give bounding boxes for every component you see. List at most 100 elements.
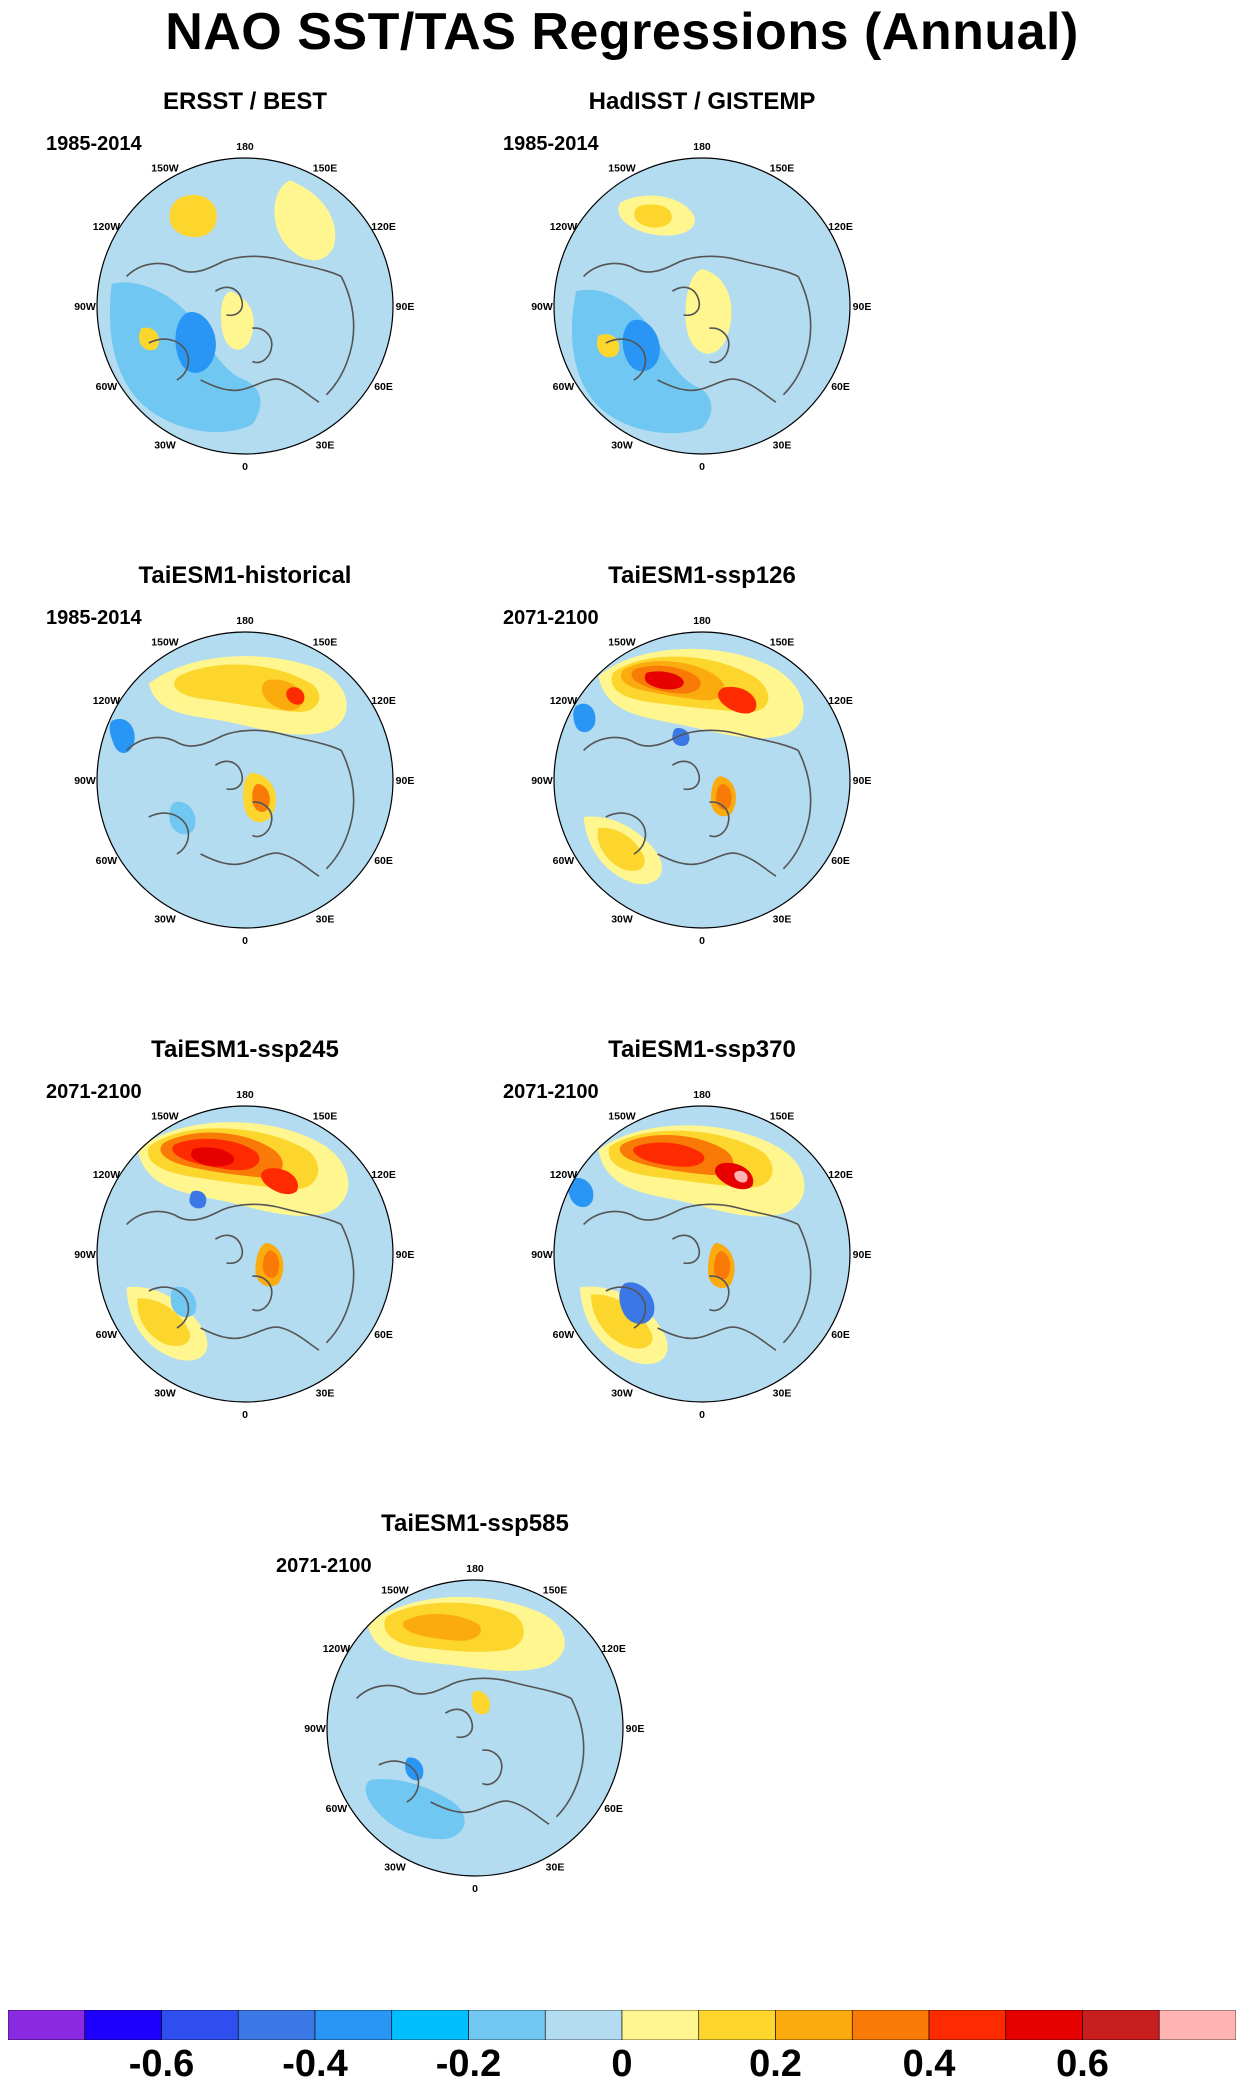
coastline	[325, 1224, 355, 1344]
longitude-label: 150W	[608, 1110, 636, 1122]
anomaly-region	[591, 1294, 653, 1349]
anomaly-region	[169, 194, 217, 238]
longitude-label: 90E	[853, 301, 872, 313]
anomaly-region	[262, 1250, 280, 1278]
coastline	[200, 1326, 320, 1351]
anomaly-region	[734, 1170, 748, 1183]
longitude-label: 60E	[374, 381, 393, 393]
longitude-label: 90W	[74, 301, 96, 313]
longitude-label: 120E	[601, 1643, 626, 1655]
longitude-label: 90W	[531, 301, 553, 313]
longitude-label: 0	[699, 935, 705, 947]
coastline	[657, 378, 777, 403]
longitude-label: 90E	[396, 301, 415, 313]
longitude-label: 60E	[604, 1803, 623, 1815]
longitude-label: 90W	[74, 775, 96, 787]
coastline	[709, 327, 730, 364]
longitude-label: 30E	[316, 440, 335, 452]
longitude-label: 30W	[154, 440, 176, 452]
longitude-label: 60E	[374, 1329, 393, 1341]
anomaly-region	[597, 827, 645, 871]
anomaly-region	[633, 1142, 705, 1167]
anomaly-region	[567, 1177, 594, 1208]
coastline	[214, 760, 243, 791]
longitude-label: 150W	[151, 1110, 179, 1122]
anomaly-region	[120, 729, 364, 912]
longitude-label: 150W	[151, 162, 179, 174]
coastline	[214, 286, 243, 317]
longitude-label: 180	[693, 615, 711, 627]
polar-map: 180 150E 120E 90E 60E 30E 0 30W 60W 90W 120W 150W	[74, 141, 415, 473]
longitude-label: 30W	[611, 440, 633, 452]
map-panel: ERSST / BEST 1985-2014 180 150E 120E 90E 60E 30…	[46, 88, 550, 558]
panel-period: 1985-2014	[46, 607, 142, 629]
panel-title: TaiESM1-ssp370	[608, 1036, 796, 1063]
colorbar-swatch	[928, 2009, 1007, 2041]
anomaly-region	[622, 319, 660, 372]
panel-title: TaiESM1-ssp245	[151, 1036, 339, 1063]
coastline	[148, 812, 190, 855]
coastline	[782, 276, 812, 396]
coastline	[126, 729, 342, 752]
colorbar-swatches	[7, 2009, 1237, 2041]
panel-period: 2071-2100	[503, 607, 599, 629]
colorbar-swatch	[851, 2009, 930, 2041]
coastline	[671, 286, 700, 317]
longitude-label: 120W	[93, 221, 121, 233]
longitude-label: 180	[236, 1089, 254, 1101]
coastline	[555, 1698, 585, 1818]
longitude-label: 30E	[316, 1388, 335, 1400]
panel-title: TaiESM1-ssp585	[381, 1510, 569, 1537]
longitude-label: 0	[699, 1409, 705, 1421]
coastline	[671, 1234, 700, 1265]
map-panel: TaiESM1-ssp126 2071-2100 180 150E 120E 90E 60E…	[503, 562, 1007, 1032]
longitude-label: 0	[472, 1883, 478, 1895]
anomaly-region	[170, 1286, 197, 1318]
panel-title: HadISST / GISTEMP	[588, 88, 816, 115]
longitude-label: 90W	[531, 1249, 553, 1261]
anomaly-region	[365, 1779, 465, 1840]
coastline	[583, 1203, 799, 1226]
anomaly-region	[405, 1757, 424, 1781]
colorbar-swatch	[698, 2009, 776, 2041]
longitude-label: 180	[693, 1089, 711, 1101]
longitude-label: 180	[466, 1563, 484, 1575]
longitude-label: 150E	[313, 162, 338, 174]
longitude-label: 30W	[154, 914, 176, 926]
longitude-label: 150W	[381, 1584, 409, 1596]
panel-period: 1985-2014	[46, 133, 142, 155]
coastline	[671, 760, 700, 791]
longitude-label: 120W	[323, 1643, 351, 1655]
map-border	[96, 631, 394, 929]
anomaly-region	[573, 703, 596, 733]
longitude-label: 90E	[396, 1249, 415, 1261]
colorbar-swatch	[1005, 2009, 1083, 2041]
colorbar-swatch	[84, 2009, 162, 2041]
longitude-label: 30E	[546, 1862, 565, 1874]
longitude-label: 150W	[151, 636, 179, 648]
longitude-label: 30E	[773, 914, 792, 926]
longitude-label: 60W	[96, 855, 118, 867]
coastline	[657, 852, 777, 877]
colorbar-swatch	[775, 2009, 853, 2041]
longitude-label: 150E	[770, 162, 795, 174]
colorbar-tick-label: 0	[611, 2043, 633, 2085]
colorbar-swatch	[621, 2009, 700, 2041]
coastline	[148, 1286, 190, 1329]
longitude-label: 30W	[384, 1862, 406, 1874]
coastline	[252, 327, 273, 364]
longitude-label: 30E	[773, 440, 792, 452]
longitude-label: 120W	[93, 695, 121, 707]
coastline	[444, 1708, 473, 1739]
longitude-label: 0	[242, 935, 248, 947]
longitude-label: 60W	[553, 1329, 575, 1341]
anomaly-region	[715, 1162, 754, 1190]
longitude-label: 120E	[371, 1169, 396, 1181]
map-border	[553, 1105, 851, 1403]
longitude-label: 60W	[96, 1329, 118, 1341]
longitude-label: 0	[699, 461, 705, 473]
longitude-label: 150E	[313, 636, 338, 648]
coastline	[605, 1286, 647, 1329]
coastline	[583, 255, 799, 278]
coastline	[709, 1275, 730, 1312]
